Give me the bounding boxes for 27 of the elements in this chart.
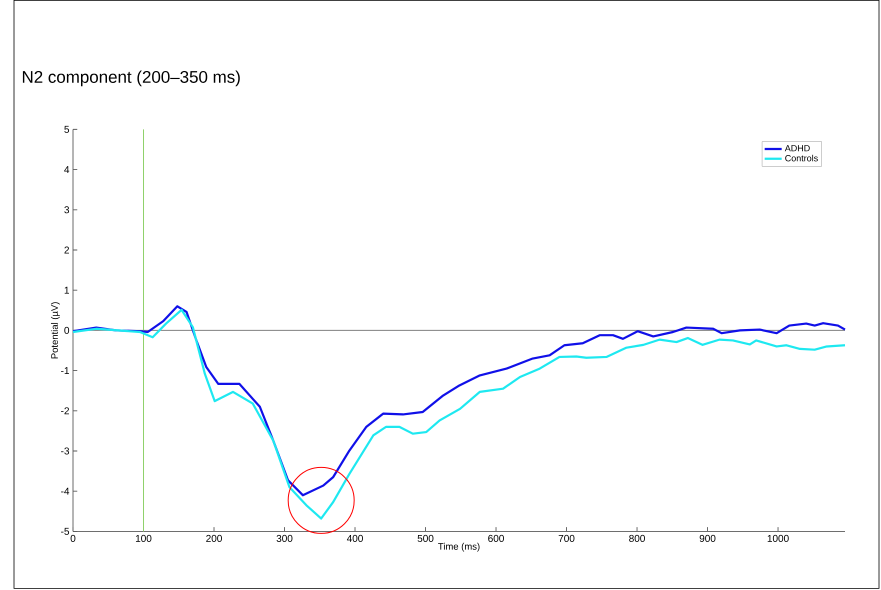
y-tick-label: 3 xyxy=(64,206,70,214)
x-tick-label: 0 xyxy=(70,534,76,542)
x-tick-label: 1000 xyxy=(768,534,789,542)
x-tick-label: 500 xyxy=(418,534,434,542)
chart-title: N2 component (200–350 ms) xyxy=(22,70,240,86)
x-axis-title: Time (ms) xyxy=(438,542,480,552)
x-tick-label: 400 xyxy=(346,534,363,542)
y-tick-label: -5 xyxy=(61,528,70,535)
y-tick-label: 4 xyxy=(64,166,70,173)
y-tick-label: -2 xyxy=(61,407,69,414)
x-tick-label: 700 xyxy=(558,534,574,542)
y-tick-label: 1 xyxy=(64,286,70,294)
x-tick-label: 900 xyxy=(700,534,716,542)
y-axis-title: Potential (µV) xyxy=(50,302,60,358)
legend-label: Controls xyxy=(785,154,818,162)
x-tick-label: 300 xyxy=(276,534,292,542)
y-tick-label: -4 xyxy=(61,488,70,494)
legend-label: ADHD xyxy=(784,144,810,152)
x-tick-label: 600 xyxy=(488,534,504,542)
y-tick-label: 2 xyxy=(64,246,69,254)
x-tick-label: 200 xyxy=(206,534,222,542)
y-tick-label: -3 xyxy=(61,447,70,454)
y-tick-label: 0 xyxy=(64,326,70,334)
x-tick-label: 800 xyxy=(629,534,645,542)
y-tick-label: 5 xyxy=(64,126,70,133)
x-tick-label: 100 xyxy=(136,534,152,542)
y-tick-label: -1 xyxy=(61,366,70,374)
